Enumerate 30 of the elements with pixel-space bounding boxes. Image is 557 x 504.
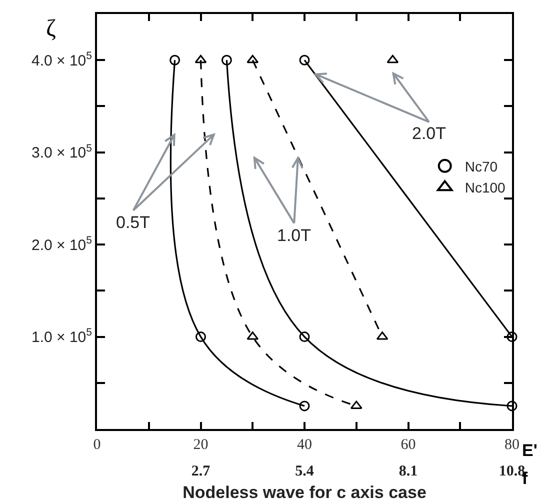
x2-tick-label: 8.1	[398, 464, 418, 480]
annotation: 1.0T	[277, 226, 312, 245]
point	[221, 54, 232, 66]
point	[506, 400, 518, 412]
x-tick-label: 60	[400, 437, 416, 454]
y-axis-title: ζ	[46, 16, 56, 42]
annotation: 0.5T	[116, 213, 150, 232]
point	[299, 400, 310, 412]
x-axis-title: E'	[522, 441, 538, 460]
text: Nodeless wave for c axis case	[182, 482, 426, 502]
y-tick-label: 3.0 × 10$^{5}$	[32, 142, 92, 162]
point	[170, 54, 180, 66]
point	[299, 332, 310, 342]
point	[386, 54, 399, 64]
legend-label: Nc70	[464, 158, 498, 174]
y-tick-label: 2.0 × 10$^{5}$	[32, 234, 92, 254]
legend-label: Nc100	[464, 180, 506, 196]
x2-tick-label: 2.7	[191, 464, 211, 480]
annotation: 2.0T	[412, 124, 446, 143]
point	[196, 332, 206, 342]
y-tick-label: 4.0 × 10$^{5}$	[32, 50, 92, 70]
y-tick-label: 1.0 × 10$^{5}$	[32, 326, 92, 346]
point	[299, 54, 310, 66]
x-tick-label: 80	[504, 437, 520, 454]
x-tick-label: 40	[297, 437, 312, 454]
point	[506, 332, 518, 342]
x-tick-label: 0	[93, 437, 101, 454]
x2-tick-label: 5.4	[295, 464, 314, 480]
x-tick-label: 20	[193, 437, 208, 454]
point	[194, 54, 207, 64]
